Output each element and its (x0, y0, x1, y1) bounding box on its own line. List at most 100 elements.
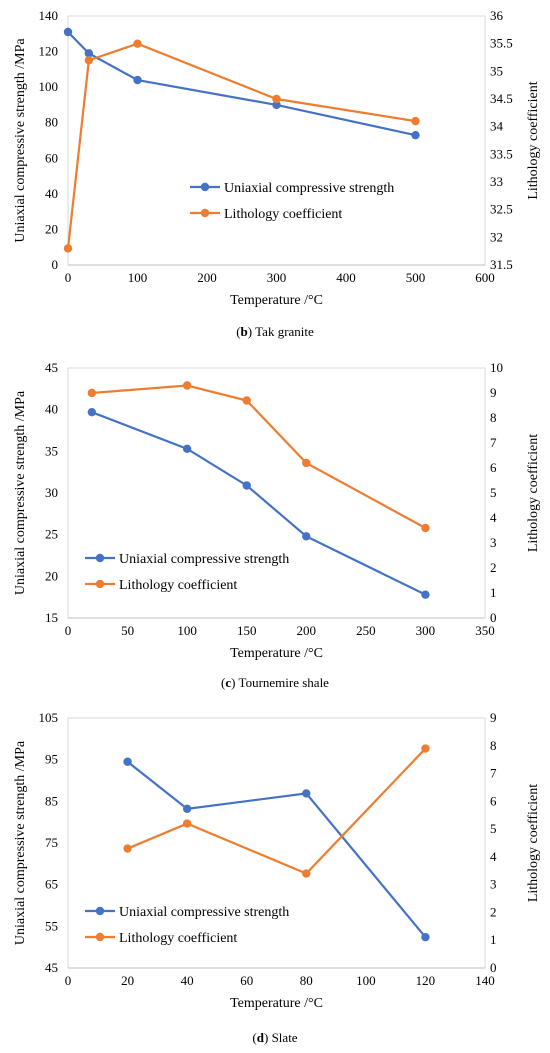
y-tick-label: 25 (45, 527, 58, 542)
x-tick-label: 400 (336, 270, 356, 285)
y-axis-label: Uniaxial compressive strength /MPa (13, 390, 28, 595)
x-tick-label: 200 (297, 623, 317, 638)
y2-tick-label: 3 (490, 535, 497, 550)
y-tick-label: 65 (45, 877, 58, 892)
data-point (411, 130, 420, 140)
x-tick-label: 300 (416, 623, 436, 638)
y2-tick-label: 6 (490, 793, 497, 808)
y2-axis-label: Lithology coefficient (526, 784, 541, 902)
y-tick-label: 0 (52, 257, 59, 272)
y2-tick-label: 2 (490, 560, 497, 575)
y2-tick-label: 33 (490, 174, 503, 189)
y2-tick-label: 31.5 (490, 257, 513, 272)
y2-tick-label: 8 (490, 738, 497, 753)
x-tick-label: 100 (356, 973, 376, 988)
y-tick-label: 100 (39, 79, 59, 94)
y2-tick-label: 7 (490, 435, 497, 450)
x-tick-label: 600 (475, 270, 495, 285)
x-tick-label: 0 (65, 973, 72, 988)
y2-tick-label: 36 (490, 8, 504, 23)
y-tick-label: 15 (45, 610, 58, 625)
x-tick-label: 120 (416, 973, 436, 988)
data-point (302, 532, 311, 541)
y2-tick-label: 8 (490, 410, 497, 425)
x-tick-label: 200 (197, 270, 217, 285)
legend-label: Uniaxial compressive strength (119, 905, 289, 920)
y2-tick-label: 35 (490, 63, 503, 78)
data-point (272, 100, 281, 110)
y-axis-label: Uniaxial compressive strength /MPa (13, 38, 28, 243)
x-axis-label: Temperature /°C (230, 996, 323, 1011)
legend-label: Uniaxial compressive strength (119, 552, 289, 567)
chart-panel-c: 0 50 100 150 200 250 300 350 15 20 25 30 35 40 45 0 1 2 3 4… (0, 355, 550, 695)
x-tick-label: 40 (181, 973, 194, 988)
x-tick-label: 20 (121, 973, 134, 988)
data-point (182, 444, 192, 454)
y2-tick-label: 33.5 (490, 146, 513, 161)
y-tick-label: 140 (39, 8, 59, 23)
series-line (67, 31, 416, 137)
y-tick-label: 35 (45, 443, 58, 458)
y2-tick-label: 32 (490, 229, 503, 244)
chart-panel-d: 0 20 40 60 80 100 120 140 45 55 65 75 85 95 105 0 1 2 3 4 5 6… (0, 703, 550, 1053)
y-axis-label: Uniaxial compressive strength /MPa (13, 740, 28, 945)
x-tick-label: 0 (65, 623, 72, 638)
x-tick-label: 50 (121, 623, 134, 638)
x-tick-label: 140 (475, 973, 495, 988)
data-point (87, 388, 97, 398)
y-tick-label: 30 (45, 485, 58, 500)
data-point (87, 407, 97, 417)
data-point (182, 819, 192, 828)
y-tick-label: 60 (45, 150, 58, 165)
x-tick-label: 80 (300, 973, 313, 988)
y2-axis-label: Lithology coefficient (526, 81, 541, 199)
caption-d: (d) Slate (252, 1030, 298, 1045)
y-tick-label: 40 (45, 186, 58, 201)
y2-tick-label: 9 (490, 385, 497, 400)
y2-tick-label: 1 (490, 932, 497, 947)
y2-tick-label: 2 (490, 904, 497, 919)
caption-b: (b) Tak granite (236, 324, 314, 339)
data-point (123, 757, 132, 766)
plot-area (67, 15, 486, 266)
data-point (182, 381, 192, 390)
x-tick-label: 60 (240, 973, 253, 988)
data-point (421, 744, 430, 753)
x-tick-label: 500 (406, 270, 426, 285)
y2-tick-label: 34.5 (490, 91, 513, 106)
legend-marker (95, 932, 105, 942)
legend-marker (200, 208, 210, 218)
x-tick-label: 300 (267, 270, 287, 285)
data-point (302, 869, 311, 878)
y-tick-label: 20 (45, 568, 58, 583)
y2-tick-label: 34 (490, 119, 504, 134)
y2-tick-label: 7 (490, 766, 497, 781)
data-point (63, 244, 73, 253)
y2-tick-label: 1 (490, 585, 497, 600)
y-tick-label: 55 (45, 918, 58, 933)
data-point (302, 458, 311, 468)
legend-marker (200, 182, 210, 192)
x-tick-label: 0 (65, 270, 72, 285)
data-point (421, 932, 430, 942)
data-point (411, 116, 420, 126)
x-tick-label: 150 (237, 623, 257, 638)
y2-tick-label: 10 (490, 360, 503, 375)
x-tick-label: 100 (177, 623, 197, 638)
y-tick-label: 45 (45, 960, 58, 975)
y2-tick-label: 3 (490, 877, 497, 892)
y2-tick-label: 35.5 (490, 36, 513, 51)
y2-tick-label: 9 (490, 710, 497, 725)
series-line (91, 384, 426, 529)
data-point (123, 844, 132, 853)
y2-tick-label: 4 (490, 510, 497, 525)
legend-marker (95, 553, 105, 563)
legend-label: Uniaxial compressive strength (224, 181, 394, 196)
y-tick-label: 95 (45, 752, 58, 767)
y2-tick-label: 0 (490, 610, 497, 625)
y-tick-label: 20 (45, 221, 58, 236)
x-axis-label: Temperature /°C (230, 646, 323, 661)
y-tick-label: 120 (39, 44, 59, 59)
y-tick-label: 40 (45, 402, 58, 417)
data-point (242, 481, 251, 490)
